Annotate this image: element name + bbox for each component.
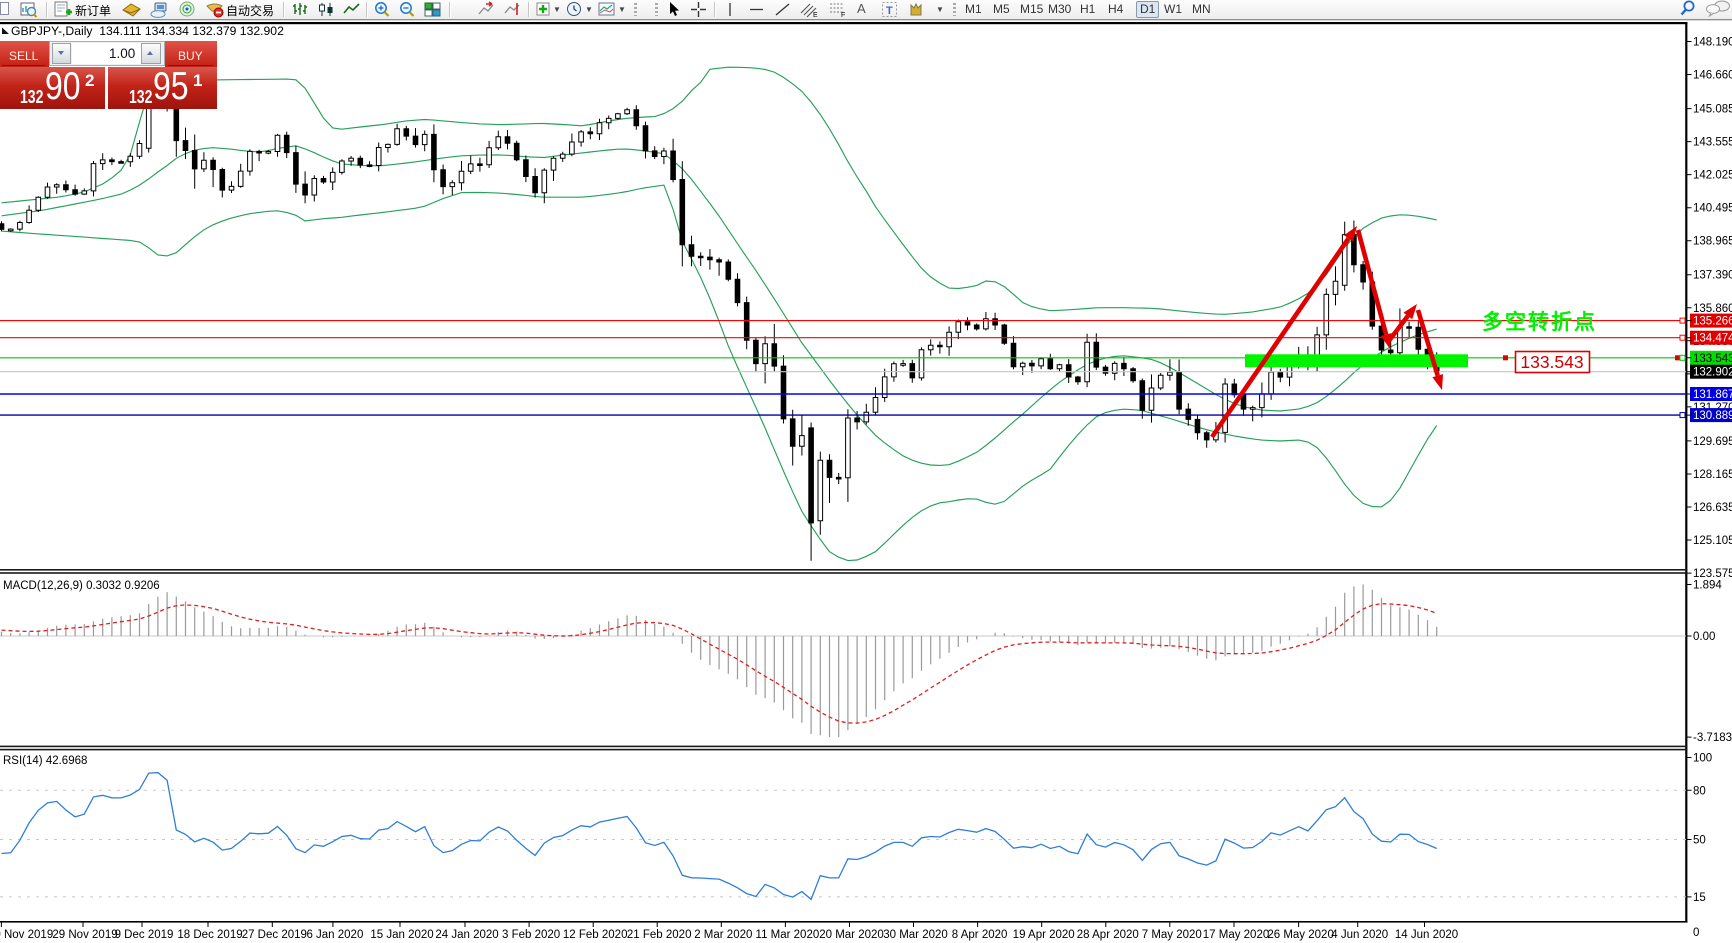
svg-text:2 Mar 2020: 2 Mar 2020 [694,929,752,941]
svg-text:0: 0 [1693,927,1699,939]
svg-text:-3.7183: -3.7183 [1693,732,1732,744]
svg-text:135.860: 135.860 [1693,303,1732,315]
svg-text:142.025: 142.025 [1693,170,1732,182]
svg-text:F: F [841,12,845,18]
svg-text:11 Mar 2020: 11 Mar 2020 [756,929,820,941]
svg-text:8 Apr 2020: 8 Apr 2020 [952,929,1008,941]
svg-text:RSI(14) 42.6968: RSI(14) 42.6968 [3,755,87,767]
svg-text:多空转折点: 多空转折点 [1482,310,1597,334]
svg-text:138.965: 138.965 [1693,236,1732,248]
svg-text:3 Feb 2020: 3 Feb 2020 [502,929,560,941]
svg-text:T: T [886,5,893,17]
svg-text:21 Feb 2020: 21 Feb 2020 [627,929,692,941]
svg-text:50: 50 [1693,835,1706,847]
svg-text:126.635: 126.635 [1693,502,1732,514]
svg-text:24 Jan 2020: 24 Jan 2020 [435,929,498,941]
svg-text:19 Apr 2020: 19 Apr 2020 [1013,929,1075,941]
svg-text:27 Dec 2019: 27 Dec 2019 [242,929,307,941]
svg-text:131.867: 131.867 [1693,389,1732,401]
svg-text:129.695: 129.695 [1693,436,1732,448]
svg-text:20 Nov 2019: 20 Nov 2019 [0,929,53,941]
svg-text:E: E [813,12,818,18]
svg-text:7 May 2020: 7 May 2020 [1142,929,1202,941]
svg-text:GBPJPY-,Daily 134.111 134.334: GBPJPY-,Daily 134.111 134.334 132.379 13… [11,24,284,38]
svg-text:15 Jan 2020: 15 Jan 2020 [370,929,433,941]
svg-text:6 Jan 2020: 6 Jan 2020 [306,929,363,941]
svg-text:135.266: 135.266 [1693,316,1732,328]
svg-text:20 Mar 2020: 20 Mar 2020 [819,929,884,941]
svg-text:132.902: 132.902 [1693,367,1732,379]
svg-text:28 Apr 2020: 28 Apr 2020 [1077,929,1139,941]
svg-text:134.474: 134.474 [1693,333,1732,345]
svg-text:145.085: 145.085 [1693,104,1732,116]
svg-text:15: 15 [1693,892,1706,904]
svg-text:133.543: 133.543 [1520,352,1583,372]
svg-text:125.105: 125.105 [1693,535,1732,547]
svg-text:148.190: 148.190 [1693,37,1732,49]
svg-text:26 May 2020: 26 May 2020 [1267,929,1334,941]
svg-text:18 Dec 2019: 18 Dec 2019 [177,929,242,941]
svg-text:29 Nov 2019: 29 Nov 2019 [52,929,117,941]
svg-text:130.889: 130.889 [1693,410,1732,422]
svg-text:137.390: 137.390 [1693,270,1732,282]
svg-text:4 Jun 2020: 4 Jun 2020 [1331,929,1388,941]
svg-text:146.660: 146.660 [1693,70,1732,82]
svg-text:140.495: 140.495 [1693,203,1732,215]
svg-text:80: 80 [1693,785,1706,797]
svg-text:14 Jun 2020: 14 Jun 2020 [1395,929,1458,941]
svg-text:9 Dec 2019: 9 Dec 2019 [115,929,174,941]
svg-text:100: 100 [1693,753,1712,765]
svg-text:17 May 2020: 17 May 2020 [1203,929,1270,941]
svg-text:143.555: 143.555 [1693,137,1732,149]
svg-text:12 Feb 2020: 12 Feb 2020 [563,929,628,941]
svg-text:0.00: 0.00 [1693,631,1715,643]
svg-text:MACD(12,26,9) 0.3032 0.9206: MACD(12,26,9) 0.3032 0.9206 [3,580,160,592]
svg-text:30 Mar 2020: 30 Mar 2020 [883,929,948,941]
svg-text:123.575: 123.575 [1693,568,1732,580]
svg-text:133.543: 133.543 [1693,353,1732,365]
svg-text:128.165: 128.165 [1693,469,1732,481]
svg-text:1.894: 1.894 [1693,580,1722,592]
